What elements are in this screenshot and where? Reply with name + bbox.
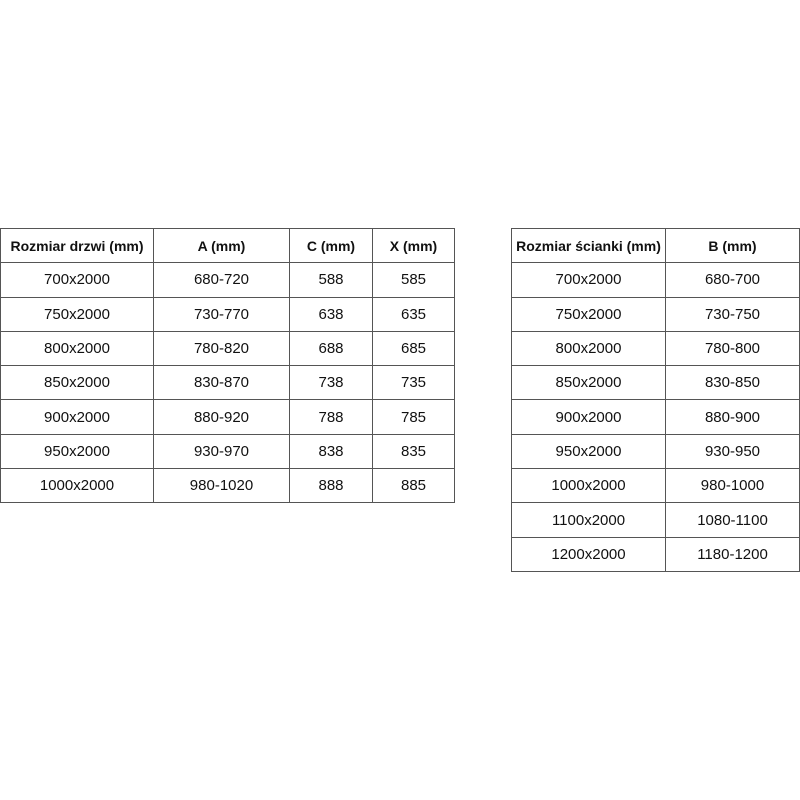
table-row: 1200x2000 1180-1200 [511,536,800,572]
table-cell: 1180-1200 [665,536,800,572]
table-row: 900x2000 880-900 [511,399,800,435]
table-cell: 900x2000 [0,399,154,435]
door-size-table: Rozmiar drzwi (mm) A (mm) C (mm) X (mm) 700… [0,227,455,504]
column-header: A (mm) [153,227,290,264]
table-cell: 1100x2000 [511,502,666,538]
column-header: B (mm) [665,227,800,264]
table-cell: 1080-1100 [665,502,800,538]
table-row: 1000x2000 980-1000 [511,468,800,504]
table-cell: 788 [289,399,373,435]
table-cell: 700x2000 [0,262,154,298]
table-cell: 830-870 [153,365,290,401]
table-row: 950x2000 930-950 [511,433,800,470]
header-row: Rozmiar ścianki (mm) B (mm) [511,227,800,264]
table-cell: 850x2000 [0,365,154,401]
table-cell: 838 [289,433,373,470]
table-row: 750x2000 730-770 638 635 [0,296,455,332]
table-cell: 1000x2000 [511,468,666,504]
table-cell: 680-720 [153,262,290,298]
table-row: 800x2000 780-820 688 685 [0,330,455,367]
table-row: 700x2000 680-700 [511,262,800,298]
table-cell: 680-700 [665,262,800,298]
table-cell: 885 [372,468,455,504]
table-cell: 1200x2000 [511,536,666,572]
table-cell: 700x2000 [511,262,666,298]
table-cell: 950x2000 [0,433,154,470]
table-cell: 688 [289,330,373,367]
table-cell: 800x2000 [0,330,154,367]
table-row: 1100x2000 1080-1100 [511,502,800,538]
table-cell: 735 [372,365,455,401]
table-cell: 785 [372,399,455,435]
header-row: Rozmiar drzwi (mm) A (mm) C (mm) X (mm) [0,227,455,264]
table-cell: 950x2000 [511,433,666,470]
table-cell: 830-850 [665,365,800,401]
table-cell: 930-970 [153,433,290,470]
table-cell: 880-900 [665,399,800,435]
table-cell: 880-920 [153,399,290,435]
table-cell: 980-1000 [665,468,800,504]
table-cell: 980-1020 [153,468,290,504]
table-cell: 750x2000 [511,296,666,332]
table-cell: 888 [289,468,373,504]
column-header: Rozmiar ścianki (mm) [511,227,666,264]
table-cell: 635 [372,296,455,332]
table-cell: 800x2000 [511,330,666,367]
table-row: 950x2000 930-970 838 835 [0,433,455,470]
table-cell: 730-750 [665,296,800,332]
table-cell: 780-820 [153,330,290,367]
table-cell: 930-950 [665,433,800,470]
table-cell: 588 [289,262,373,298]
table-row: 900x2000 880-920 788 785 [0,399,455,435]
table-row: 1000x2000 980-1020 888 885 [0,468,455,504]
table-cell: 835 [372,433,455,470]
table-cell: 585 [372,262,455,298]
table-row: 850x2000 830-850 [511,365,800,401]
table-cell: 738 [289,365,373,401]
table-cell: 900x2000 [511,399,666,435]
wall-size-table: Rozmiar ścianki (mm) B (mm) 700x2000 680-7… [511,227,800,572]
table-cell: 780-800 [665,330,800,367]
column-header: Rozmiar drzwi (mm) [0,227,154,264]
table-row: 750x2000 730-750 [511,296,800,332]
table-cell: 850x2000 [511,365,666,401]
table-cell: 685 [372,330,455,367]
table-row: 800x2000 780-800 [511,330,800,367]
table-cell: 638 [289,296,373,332]
table-cell: 1000x2000 [0,468,154,504]
column-header: C (mm) [289,227,373,264]
table-cell: 730-770 [153,296,290,332]
column-header: X (mm) [372,227,455,264]
table-cell: 750x2000 [0,296,154,332]
table-row: 850x2000 830-870 738 735 [0,365,455,401]
table-row: 700x2000 680-720 588 585 [0,262,455,298]
